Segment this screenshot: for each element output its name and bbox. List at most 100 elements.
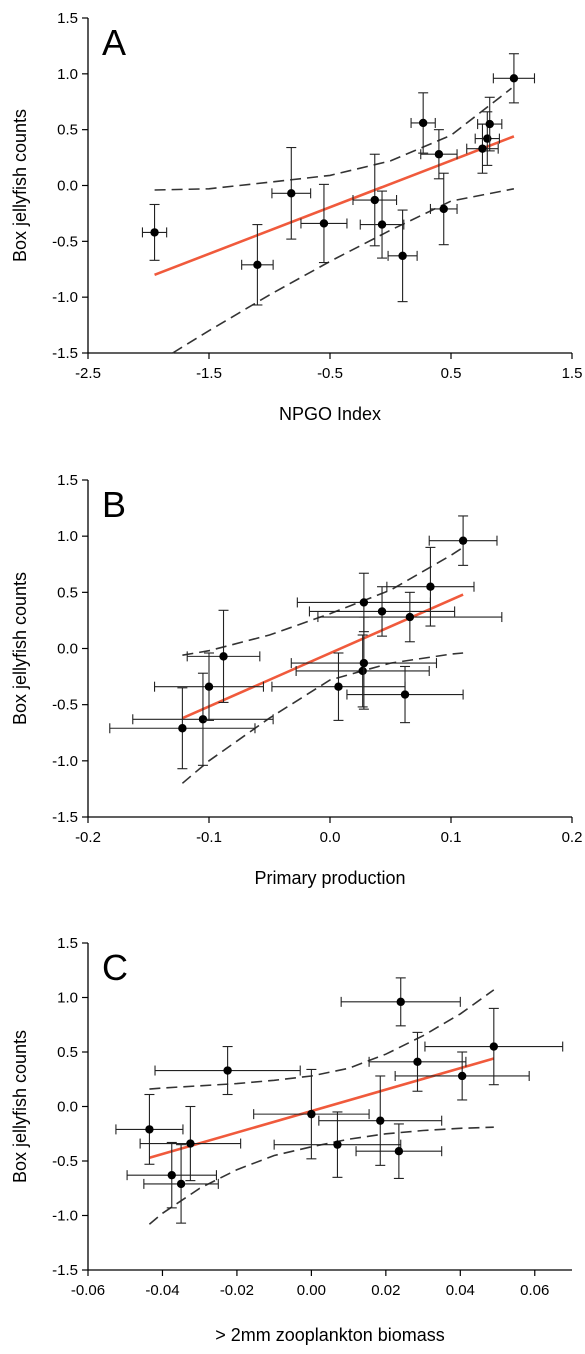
data-point xyxy=(477,96,503,152)
point-marker xyxy=(307,1109,316,1119)
point-marker xyxy=(400,690,410,699)
point-marker xyxy=(398,251,407,261)
point-marker xyxy=(223,1066,232,1075)
x-tick-label: 0.00 xyxy=(297,1282,326,1299)
point-marker xyxy=(396,997,405,1007)
point-marker xyxy=(167,1170,176,1180)
y-tick-label: -0.5 xyxy=(52,233,78,250)
point-marker xyxy=(287,189,296,198)
y-tick-label: 0.0 xyxy=(57,1099,78,1116)
y-tick-label: -1.5 xyxy=(52,1262,78,1279)
data-point xyxy=(271,146,312,240)
point-marker xyxy=(186,1139,195,1148)
data-point xyxy=(109,687,256,770)
point-marker xyxy=(178,724,187,733)
data-point xyxy=(300,183,348,264)
point-marker xyxy=(377,607,387,616)
point-marker xyxy=(489,1042,499,1051)
point-marker xyxy=(176,1179,186,1189)
data-point xyxy=(308,586,456,637)
x-tick-label: 0.06 xyxy=(520,1282,549,1299)
data-point xyxy=(428,515,498,566)
point-marker xyxy=(198,715,208,724)
y-tick-label: 1.5 xyxy=(57,472,78,489)
x-axis-label: Primary production xyxy=(254,868,405,888)
data-point xyxy=(296,572,431,633)
panel-letter: C xyxy=(102,947,128,988)
y-tick-label: 0.5 xyxy=(57,122,78,139)
data-point xyxy=(253,1068,370,1160)
point-marker xyxy=(204,682,214,691)
data-point xyxy=(355,1123,443,1179)
ci-upper-line xyxy=(182,546,464,656)
point-marker xyxy=(485,119,494,129)
y-tick-label: -1.5 xyxy=(52,809,78,826)
data-point xyxy=(474,111,500,166)
data-point xyxy=(368,1031,467,1092)
y-tick-label: 1.5 xyxy=(57,935,78,952)
y-tick-label: 0.5 xyxy=(57,584,78,601)
y-tick-label: -0.5 xyxy=(52,697,78,714)
point-marker xyxy=(405,612,415,622)
data-point xyxy=(115,1093,184,1165)
x-tick-label: -0.04 xyxy=(145,1282,179,1299)
y-tick-label: -1.0 xyxy=(52,1208,78,1225)
ci-lower-line xyxy=(172,188,515,354)
y-axis-label: Box jellyfish counts xyxy=(10,1030,30,1183)
x-tick-label: -0.02 xyxy=(220,1282,254,1299)
data-point xyxy=(241,224,274,306)
x-tick-label: 1.5 xyxy=(562,365,583,382)
ci-lower-line xyxy=(181,652,464,784)
point-marker xyxy=(426,582,435,591)
data-point xyxy=(410,92,436,154)
x-tick-label: -0.5 xyxy=(317,365,343,382)
y-tick-label: 0.0 xyxy=(57,641,78,658)
data-point xyxy=(143,1144,219,1224)
panel-b: 1.5 1.0 0.5 0.0 -0.5 -1.0 -1.5 -0.2 -0.1 0.0 0.1 0.… xyxy=(10,472,582,888)
y-tick-label: 1.0 xyxy=(57,990,78,1007)
x-axis-label: NPGO Index xyxy=(279,404,381,424)
point-marker xyxy=(219,652,228,661)
data-point xyxy=(126,1141,217,1209)
y-axis-label: Box jellyfish counts xyxy=(10,109,30,262)
point-marker xyxy=(458,536,468,545)
point-marker xyxy=(376,1116,385,1125)
ci-upper-line xyxy=(154,87,512,191)
data-point xyxy=(386,546,475,627)
point-marker xyxy=(377,220,387,229)
panel-a: 1.5 1.0 0.5 0.0 -0.5 -1.0 -1.5 -2.5 -1.5 -0.5 0.5 1… xyxy=(10,10,582,424)
data-point xyxy=(318,1075,443,1166)
data-point xyxy=(429,172,458,246)
point-marker xyxy=(457,1071,467,1081)
x-tick-label: 0.2 xyxy=(562,829,583,846)
point-marker xyxy=(253,260,262,269)
point-marker xyxy=(334,682,343,691)
point-marker xyxy=(394,1146,404,1156)
y-tick-label: -1.0 xyxy=(52,289,78,306)
data-point xyxy=(139,1105,242,1182)
regression-line xyxy=(149,1057,495,1159)
x-axis-label: > 2mm zooplankton biomass xyxy=(215,1325,445,1345)
point-marker xyxy=(359,598,369,607)
point-marker xyxy=(509,74,519,83)
data-point xyxy=(154,652,265,721)
data-point xyxy=(154,1046,301,1096)
panel-letter: B xyxy=(102,484,126,525)
point-marker xyxy=(358,666,367,676)
x-tick-label: 0.1 xyxy=(441,829,462,846)
data-point xyxy=(317,591,503,643)
data-point xyxy=(387,209,418,303)
point-marker xyxy=(439,204,448,214)
data-point xyxy=(420,129,458,180)
point-marker xyxy=(145,1125,154,1134)
x-tick-label: 0.02 xyxy=(371,1282,400,1299)
point-marker xyxy=(434,150,444,159)
data-point xyxy=(295,634,430,708)
point-marker xyxy=(359,658,369,668)
panel-letter: A xyxy=(102,22,126,63)
data-point xyxy=(346,665,464,724)
data-point xyxy=(424,1007,564,1086)
y-tick-label: 1.0 xyxy=(57,66,78,83)
data-point xyxy=(492,53,536,104)
